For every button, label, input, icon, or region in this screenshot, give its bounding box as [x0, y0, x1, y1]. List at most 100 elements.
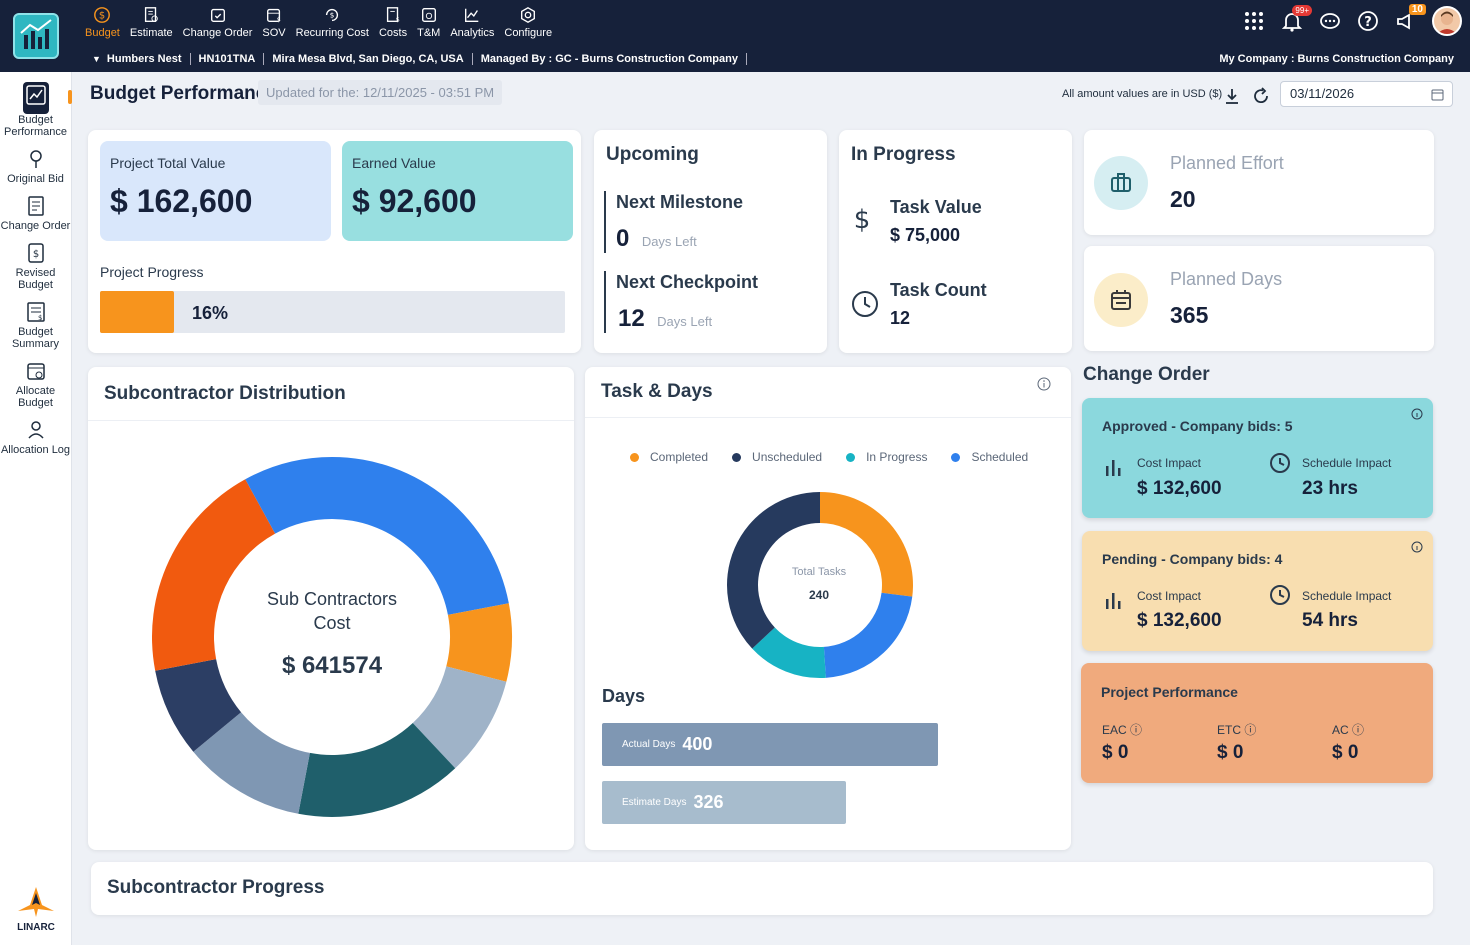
- info-icon[interactable]: [1037, 377, 1051, 391]
- legend-item: Scheduled: [951, 450, 1028, 464]
- app-logo[interactable]: [0, 0, 72, 72]
- actual-days-bar: Actual Days 400: [602, 723, 938, 766]
- linarc-logo-icon: [18, 887, 54, 917]
- next-milestone-days: 0: [616, 225, 630, 252]
- approved-change-order-card[interactable]: Approved - Company bids: 5 Cost Impact $…: [1082, 398, 1433, 518]
- eac-value: $ 0: [1102, 742, 1129, 763]
- info-icon[interactable]: ⓘ: [1352, 723, 1365, 737]
- info-icon[interactable]: [1411, 541, 1423, 553]
- cost-impact-label: Cost Impact: [1137, 456, 1202, 470]
- announcement-icon[interactable]: 10: [1394, 4, 1426, 33]
- briefcase-icon: [1111, 173, 1131, 192]
- dollar-icon: $: [854, 205, 871, 234]
- calendar-icon[interactable]: [1431, 88, 1444, 101]
- sidebar-item-allocation-log[interactable]: Allocation Log: [0, 419, 71, 456]
- refresh-icon[interactable]: [1251, 86, 1271, 106]
- sidebar-item-allocate-budget[interactable]: Allocate Budget: [0, 360, 71, 409]
- info-icon[interactable]: ⓘ: [1130, 723, 1143, 737]
- subcontractor-slice-3[interactable]: [412, 666, 507, 769]
- nav-configure[interactable]: Configure: [499, 0, 557, 46]
- subcontractor-slice-8[interactable]: [245, 457, 332, 534]
- nav-costs[interactable]: $ Costs: [374, 0, 412, 46]
- caret-down-icon[interactable]: ▼: [92, 54, 101, 64]
- analytics-icon: [465, 8, 479, 22]
- task-value: $ 75,000: [890, 225, 961, 245]
- planned-effort-card: Planned Effort 20: [1084, 130, 1434, 235]
- days-title: Days: [602, 686, 646, 706]
- checkpoint-divider: [604, 271, 606, 333]
- next-milestone-row: 0 Days Left: [616, 225, 697, 253]
- task-donut-chart: [727, 492, 913, 678]
- help-icon[interactable]: ?: [1356, 9, 1380, 33]
- amount-note: All amount values are in USD ($): [1062, 88, 1223, 100]
- date-picker[interactable]: 03/11/2026: [1280, 81, 1453, 107]
- sidebar-collapse-tab[interactable]: [68, 90, 72, 104]
- dollar-circle-icon: $: [94, 7, 111, 23]
- brand-logo: LINARC: [0, 885, 72, 933]
- chat-icon[interactable]: [1318, 9, 1342, 33]
- planned-effort-label: Planned Effort: [1170, 153, 1284, 173]
- subcontractor-progress-title: Subcontractor Progress: [107, 877, 325, 898]
- nav-sov[interactable]: $ SOV: [257, 0, 290, 46]
- planned-effort-icon-bg: [1094, 156, 1148, 210]
- sidebar-item-budget-summary[interactable]: $ Budget Summary: [0, 301, 71, 350]
- approved-cost-impact: $ 132,600: [1137, 478, 1222, 499]
- project-performance-card: Project Performance EAC ⓘ $ 0 ETC ⓘ $ 0 …: [1081, 663, 1433, 783]
- download-icon[interactable]: [1222, 86, 1242, 106]
- sidebar-item-budget-performance[interactable]: Budget Performance: [0, 82, 71, 138]
- legend-scheduled-dot: [951, 453, 961, 462]
- task-slice-2[interactable]: [823, 592, 913, 678]
- pending-cost-impact: $ 132,600: [1137, 610, 1222, 631]
- subcontractor-slice-6[interactable]: [155, 659, 242, 752]
- task-value-label: Task Value: [890, 197, 982, 217]
- subcontractor-slice-5[interactable]: [193, 712, 310, 814]
- subcontractor-total: $ 641574: [281, 652, 383, 679]
- days-left-label: Days Left: [657, 314, 713, 329]
- svg-text:?: ?: [1364, 15, 1372, 30]
- info-icon[interactable]: [1411, 408, 1423, 420]
- next-milestone-label: Next Milestone: [616, 192, 744, 212]
- project-info-bar: ▼ Humbers Nest HN101TNA Mira Mesa Blvd, …: [72, 46, 1470, 72]
- sidebar: Budget Performance Original Bid Change O…: [0, 72, 72, 945]
- project-name[interactable]: Humbers Nest: [106, 53, 182, 65]
- apps-grid-icon[interactable]: [1242, 9, 1266, 33]
- svg-text:$: $: [32, 249, 38, 260]
- task-slice-4[interactable]: [727, 492, 820, 649]
- subcontractor-distribution-title: Subcontractor Distribution: [104, 383, 346, 404]
- top-bar: [0, 0, 1470, 46]
- sidebar-item-revised-budget[interactable]: $ Revised Budget: [0, 242, 71, 291]
- next-checkpoint-days: 12: [618, 305, 645, 332]
- subcontractor-slice-2[interactable]: [446, 603, 512, 682]
- calendar-icon: [1111, 290, 1131, 310]
- chart-logo-icon: [13, 13, 59, 59]
- notification-bell-icon[interactable]: 99+: [1280, 5, 1312, 33]
- pending-change-order-card[interactable]: Pending - Company bids: 4 Cost Impact $ …: [1082, 531, 1433, 651]
- total-tasks-label: Total Tasks: [791, 566, 847, 578]
- sidebar-item-original-bid[interactable]: Original Bid: [0, 148, 71, 185]
- estimate-days-value: 326: [693, 792, 724, 812]
- nav-change-order[interactable]: Change Order: [178, 0, 258, 46]
- page-title: Budget Performance: [90, 83, 277, 104]
- nav-tm[interactable]: T&M: [412, 0, 445, 46]
- nav-analytics[interactable]: Analytics: [445, 0, 499, 46]
- user-avatar[interactable]: [1432, 6, 1462, 36]
- nav-budget[interactable]: $ Budget: [80, 0, 125, 46]
- divider: [745, 53, 747, 65]
- svg-text:$: $: [396, 16, 400, 23]
- task-count: 12: [890, 308, 911, 328]
- task-slice-3[interactable]: [752, 627, 826, 678]
- in-progress-title: In Progress: [851, 144, 956, 165]
- subcontractor-slice-1[interactable]: [332, 457, 509, 615]
- upcoming-title: Upcoming: [606, 144, 699, 165]
- nav-estimate[interactable]: Estimate: [125, 0, 178, 46]
- info-icon[interactable]: ⓘ: [1244, 723, 1257, 737]
- divider: [189, 53, 191, 65]
- sidebar-item-change-order[interactable]: Change Order: [0, 195, 71, 232]
- task-slice-1[interactable]: [820, 492, 913, 597]
- subcontractor-slice-4[interactable]: [298, 723, 456, 817]
- revised-budget-icon: $: [27, 243, 44, 263]
- svg-text:$: $: [854, 205, 871, 234]
- subcontractor-slice-7[interactable]: [152, 479, 276, 671]
- planned-days-card: Planned Days 365: [1084, 246, 1434, 351]
- nav-recurring-cost[interactable]: $ Recurring Cost: [291, 0, 374, 46]
